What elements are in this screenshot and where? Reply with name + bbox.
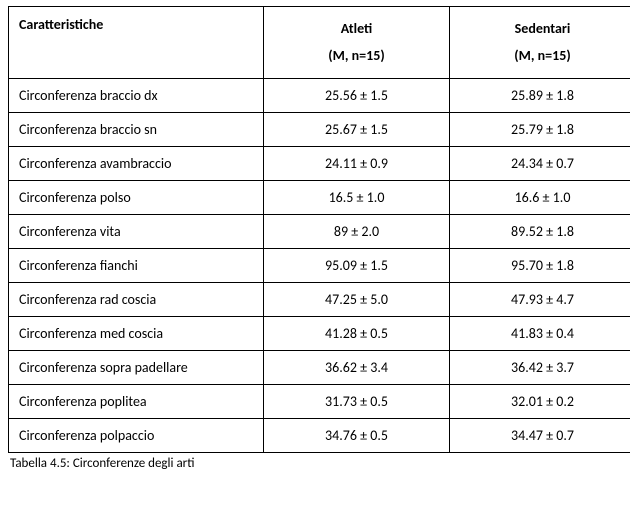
table-header-row: Caratteristiche Atleti (M, n=15) Sedenta… — [9, 7, 630, 79]
header-group1: Atleti (M, n=15) — [264, 7, 450, 79]
row-label: Circonferenza braccio sn — [9, 113, 264, 147]
row-label: Circonferenza fianchi — [9, 249, 264, 283]
table-caption-text: Tabella 4.5: Circonferenze degli arti — [10, 457, 622, 469]
row-value-g2: 36.42 ± 3.7 — [450, 351, 630, 385]
table-row: Circonferenza braccio dx 25.56 ± 1.5 25.… — [9, 79, 630, 113]
row-value-g2: 16.6 ± 1.0 — [450, 181, 630, 215]
row-label: Circonferenza avambraccio — [9, 147, 264, 181]
row-value-g2: 34.47 ± 0.7 — [450, 419, 630, 453]
page-wrap: Caratteristiche Atleti (M, n=15) Sedenta… — [0, 0, 630, 473]
row-value-g2: 47.93 ± 4.7 — [450, 283, 630, 317]
row-value-g1: 25.56 ± 1.5 — [264, 79, 450, 113]
row-value-g1: 31.73 ± 0.5 — [264, 385, 450, 419]
row-label: Circonferenza rad coscia — [9, 283, 264, 317]
table-caption: Tabella 4.5: Circonferenze degli arti — [8, 453, 622, 469]
row-value-g1: 89 ± 2.0 — [264, 215, 450, 249]
table-row: Circonferenza fianchi 95.09 ± 1.5 95.70 … — [9, 249, 630, 283]
row-value-g2: 25.79 ± 1.8 — [450, 113, 630, 147]
row-value-g1: 25.67 ± 1.5 — [264, 113, 450, 147]
table-body: Circonferenza braccio dx 25.56 ± 1.5 25.… — [9, 79, 630, 453]
row-value-g2: 95.70 ± 1.8 — [450, 249, 630, 283]
table-row: Circonferenza vita 89 ± 2.0 89.52 ± 1.8 — [9, 215, 630, 249]
header-group2-line2: (M, n=15) — [514, 47, 570, 64]
row-value-g2: 24.34 ± 0.7 — [450, 147, 630, 181]
table-row: Circonferenza braccio sn 25.67 ± 1.5 25.… — [9, 113, 630, 147]
row-value-g1: 47.25 ± 5.0 — [264, 283, 450, 317]
table-row: Circonferenza avambraccio 24.11 ± 0.9 24… — [9, 147, 630, 181]
table-row: Circonferenza rad coscia 47.25 ± 5.0 47.… — [9, 283, 630, 317]
row-value-g1: 95.09 ± 1.5 — [264, 249, 450, 283]
table-row: Circonferenza med coscia 41.28 ± 0.5 41.… — [9, 317, 630, 351]
row-label: Circonferenza polpaccio — [9, 419, 264, 453]
row-label: Circonferenza poplitea — [9, 385, 264, 419]
header-group2-line1: Sedentari — [515, 20, 571, 37]
row-value-g2: 89.52 ± 1.8 — [450, 215, 630, 249]
row-label: Circonferenza polso — [9, 181, 264, 215]
table-row: Circonferenza poplitea 31.73 ± 0.5 32.01… — [9, 385, 630, 419]
table-row: Circonferenza polpaccio 34.76 ± 0.5 34.4… — [9, 419, 630, 453]
table-row: Circonferenza polso 16.5 ± 1.0 16.6 ± 1.… — [9, 181, 630, 215]
header-group1-line2: (M, n=15) — [328, 47, 384, 64]
row-value-g1: 41.28 ± 0.5 — [264, 317, 450, 351]
row-value-g1: 36.62 ± 3.4 — [264, 351, 450, 385]
header-group2: Sedentari (M, n=15) — [450, 7, 630, 79]
row-value-g1: 34.76 ± 0.5 — [264, 419, 450, 453]
header-characteristics: Caratteristiche — [9, 7, 264, 79]
row-value-g1: 16.5 ± 1.0 — [264, 181, 450, 215]
row-label: Circonferenza vita — [9, 215, 264, 249]
row-label: Circonferenza med coscia — [9, 317, 264, 351]
row-value-g2: 32.01 ± 0.2 — [450, 385, 630, 419]
row-value-g1: 24.11 ± 0.9 — [264, 147, 450, 181]
header-group1-line1: Atleti — [341, 20, 373, 37]
header-characteristics-label: Caratteristiche — [19, 16, 103, 33]
row-value-g2: 41.83 ± 0.4 — [450, 317, 630, 351]
data-table: Caratteristiche Atleti (M, n=15) Sedenta… — [8, 6, 630, 453]
row-label: Circonferenza sopra padellare — [9, 351, 264, 385]
table-row: Circonferenza sopra padellare 36.62 ± 3.… — [9, 351, 630, 385]
row-label: Circonferenza braccio dx — [9, 79, 264, 113]
row-value-g2: 25.89 ± 1.8 — [450, 79, 630, 113]
